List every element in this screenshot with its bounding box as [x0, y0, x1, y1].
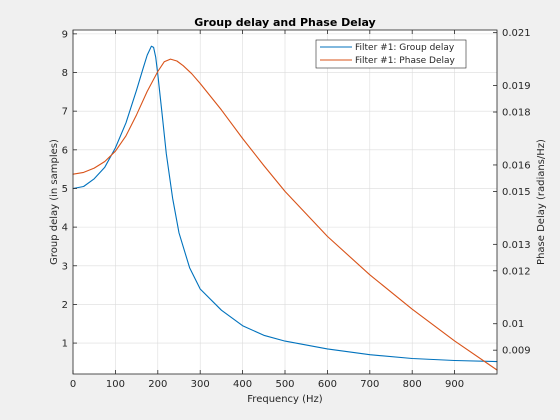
legend-label-group-delay: Filter #1: Group delay [355, 43, 455, 53]
y-right-tick-label: 0.016 [502, 160, 531, 171]
series-line-group-delay [72, 45, 498, 363]
legend-box [315, 39, 467, 69]
y-left-tick-label: 7 [62, 107, 68, 118]
series-layer [72, 45, 498, 371]
legend: Filter #1: Group delay Filter #1: Phase … [315, 39, 467, 69]
x-tick-label: 200 [148, 379, 167, 390]
y-axis-left-label: Group delay (in samples) [49, 139, 60, 265]
y-right-tick-label: 0.018 [502, 108, 531, 119]
y-right-tick-label: 0.015 [502, 187, 531, 198]
x-axis: 0 100 200 300 400 500 600 700 800 900 [70, 30, 464, 390]
x-tick-label: 0 [70, 379, 76, 390]
y-right-tick-label: 0.012 [502, 266, 531, 277]
x-tick-label: 500 [275, 379, 294, 390]
grid [72, 30, 497, 374]
y-right-tick-label: 0.013 [502, 240, 531, 251]
y-right-tick-label: 0.009 [502, 346, 531, 357]
chart-title: Group delay and Phase Delay [194, 16, 375, 29]
y-left-tick-label: 4 [62, 223, 68, 234]
y-right-tick-label: 0.01 [502, 319, 524, 330]
y-left-tick-label: 1 [62, 339, 68, 350]
y-left-tick-label: 6 [62, 145, 68, 156]
y-left-tick-label: 2 [62, 300, 68, 311]
x-axis-label: Frequency (Hz) [247, 394, 323, 405]
x-tick-label: 400 [233, 379, 252, 390]
y-left-tick-label: 8 [62, 68, 68, 79]
y-right-tick-label: 0.021 [502, 28, 531, 39]
x-tick-label: 700 [360, 379, 379, 390]
y-axis-right: 0.009 0.01 0.012 0.013 0.015 0.016 0.018 0.019 0… [493, 28, 531, 357]
x-tick-label: 300 [191, 379, 210, 390]
x-tick-label: 600 [318, 379, 337, 390]
y-left-tick-label: 5 [62, 184, 68, 195]
y-right-tick-label: 0.019 [502, 81, 531, 92]
x-tick-label: 900 [445, 379, 464, 390]
y-axis-right-label: Phase Delay (radians/Hz) [536, 139, 547, 265]
legend-label-phase-delay: Filter #1: Phase Delay [355, 56, 456, 66]
y-left-tick-label: 3 [62, 261, 68, 272]
series-line-phase-delay [72, 58, 498, 371]
x-tick-label: 800 [403, 379, 422, 390]
y-axis-left: 1 2 3 4 5 6 7 8 9 [62, 29, 77, 350]
y-left-tick-label: 9 [62, 29, 68, 40]
x-tick-label: 100 [106, 379, 125, 390]
